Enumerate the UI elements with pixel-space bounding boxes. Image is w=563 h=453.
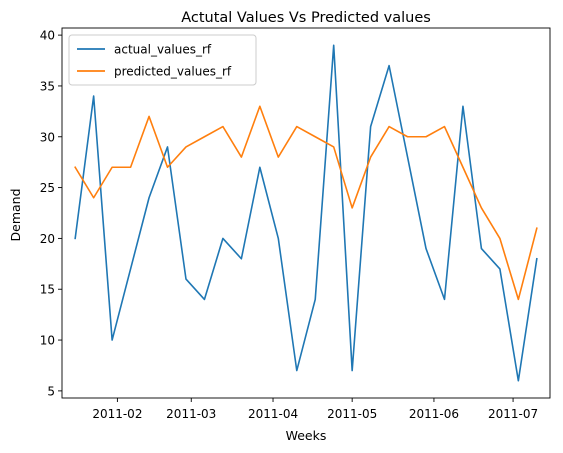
x-axis-label: Weeks (286, 428, 327, 443)
axes: 5 10 15 20 25 30 35 40 2011-02 2011-03 2011-04 2011… (40, 27, 551, 421)
plot-area (74, 44, 538, 382)
series-line-1 (74, 105, 538, 301)
y-tick-label: 40 (40, 29, 55, 43)
series-line-0 (74, 44, 538, 382)
x-tick-label: 2011-04 (248, 407, 298, 421)
x-tick-label: 2011-03 (166, 407, 216, 421)
chart-title: Actutal Values Vs Predicted values (181, 10, 431, 26)
y-tick-label: 10 (40, 334, 55, 348)
y-tick-label: 30 (40, 130, 55, 144)
x-tick-label: 2011-02 (92, 407, 142, 421)
y-axis-label: Demand (8, 188, 23, 241)
y-tick-label: 35 (40, 79, 55, 93)
legend-label-1: predicted_values_rf (114, 65, 232, 79)
x-tick-label: 2011-06 (409, 407, 459, 421)
y-tick-label: 5 (47, 384, 55, 398)
y-tick-label: 15 (40, 283, 55, 297)
legend: actual_values_rf predicted_values_rf (68, 34, 257, 86)
legend-label-0: actual_values_rf (114, 43, 212, 57)
legend-box (68, 34, 257, 86)
x-tick-label: 2011-07 (488, 407, 538, 421)
axes-frame (61, 27, 551, 399)
x-tick-label: 2011-05 (327, 407, 377, 421)
y-tick-label: 20 (40, 232, 55, 246)
y-tick-label: 25 (40, 181, 55, 195)
